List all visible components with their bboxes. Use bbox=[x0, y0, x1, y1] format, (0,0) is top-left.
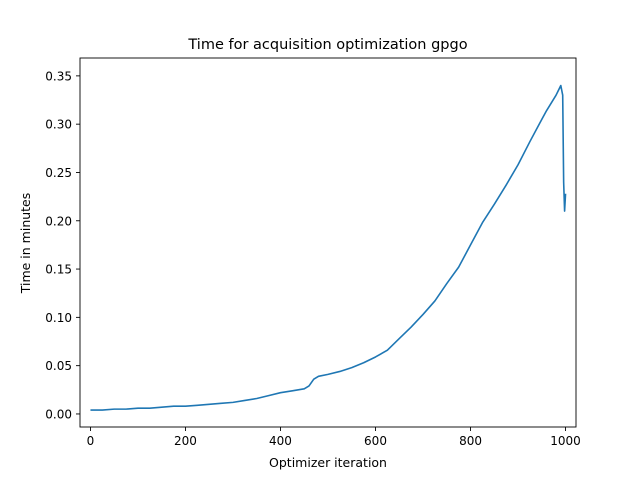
y-tick-label: 0.25 bbox=[45, 166, 72, 180]
chart-title: Time for acquisition optimization gpgo bbox=[187, 37, 467, 53]
x-tick-label: 800 bbox=[459, 434, 482, 448]
x-tick-label: 600 bbox=[364, 434, 387, 448]
x-tick-label: 1000 bbox=[550, 434, 581, 448]
plot-frame bbox=[79, 57, 577, 428]
series-line-0 bbox=[90, 84, 567, 411]
x-tick-label: 400 bbox=[269, 434, 292, 448]
plot-area bbox=[79, 57, 577, 428]
y-tick-label: 0.10 bbox=[45, 311, 72, 325]
y-axis-label: Time in minutes bbox=[18, 193, 33, 295]
y-tick-label: 0.00 bbox=[45, 407, 72, 421]
y-tick-label: 0.35 bbox=[45, 69, 72, 83]
y-tick-label: 0.15 bbox=[45, 263, 72, 277]
x-tick-label: 200 bbox=[174, 434, 197, 448]
y-tick-label: 0.30 bbox=[45, 118, 72, 132]
y-axis: 0.00 0.05 0.10 0.15 0.20 0.25 0.30 0.35 bbox=[45, 69, 80, 421]
x-axis-label: Optimizer iteration bbox=[269, 455, 387, 470]
y-tick-label: 0.20 bbox=[45, 214, 72, 228]
x-tick-label: 0 bbox=[87, 434, 95, 448]
y-tick-label: 0.05 bbox=[45, 359, 72, 373]
x-axis: 0 200 400 600 800 1000 bbox=[87, 427, 581, 448]
